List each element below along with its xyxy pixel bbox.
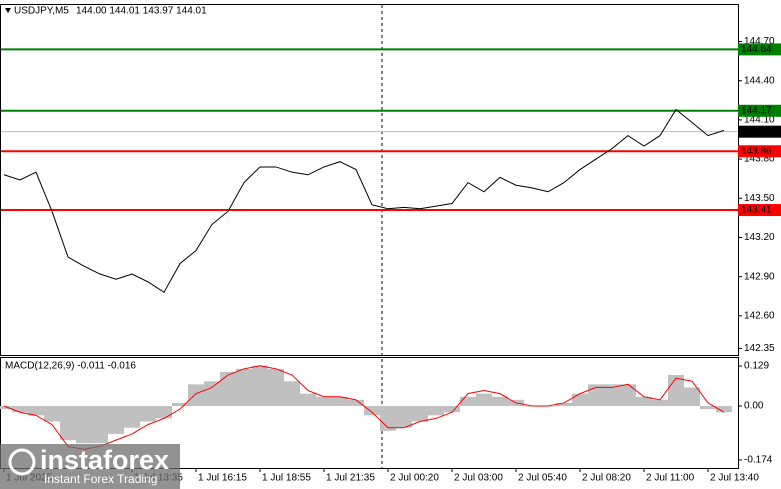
macd-bar — [316, 396, 332, 407]
y-tick-label: 144.10 — [744, 115, 775, 126]
macd-bar — [60, 406, 76, 441]
chart-title: USDJPY,M5 — [14, 6, 69, 17]
price-level-label-box — [738, 43, 781, 56]
macd-bar — [460, 396, 476, 407]
y-tick-label: 142.90 — [744, 271, 775, 282]
x-tick-label: 1 Jul 18:55 — [262, 473, 311, 484]
macd-bar — [44, 406, 60, 422]
macd-bar — [476, 393, 492, 407]
y-tick-label: 0.129 — [744, 361, 769, 372]
signal-line — [3, 365, 725, 450]
macd-bar — [156, 406, 172, 419]
main-panel-frame — [0, 4, 739, 356]
macd-bar — [572, 393, 588, 407]
macd-bar — [636, 396, 652, 407]
x-tick-label: 2 Jul 00:20 — [390, 473, 439, 484]
x-tick-label: 1 Jul 16:15 — [198, 473, 247, 484]
price-level-label: 143.41 — [741, 205, 772, 216]
watermark-brand: instaforex — [40, 445, 169, 475]
macd-title: MACD(12,26,9) -0.011 -0.016 — [5, 361, 136, 372]
watermark-tagline: Instant Forex Trading — [44, 472, 157, 486]
y-tick-label: 144.40 — [744, 75, 775, 86]
macd-bar — [140, 406, 156, 422]
macd-bar — [236, 368, 252, 407]
x-tick-label: 2 Jul 05:40 — [518, 473, 567, 484]
y-tick-label: 143.20 — [744, 232, 775, 243]
macd-bar — [588, 384, 604, 407]
price-level-label: 144.64 — [741, 44, 772, 55]
macd-bar — [444, 406, 460, 413]
macd-bar — [124, 406, 140, 428]
macd-bar — [620, 384, 636, 407]
watermark-icon — [8, 448, 36, 476]
macd-panel-frame — [0, 357, 739, 469]
x-tick-label: 2 Jul 11:00 — [646, 473, 695, 484]
macd-bar — [604, 384, 620, 407]
macd-bar — [204, 381, 220, 407]
x-tick-label: 2 Jul 08:20 — [582, 473, 631, 484]
macd-bar — [684, 387, 700, 407]
macd-bar — [76, 406, 92, 444]
price-level-label-box — [738, 125, 781, 138]
macd-bar — [652, 399, 668, 407]
x-tick-label: 1 Jul 21:35 — [326, 473, 375, 484]
macd-bar — [172, 402, 188, 407]
macd-bar — [412, 406, 428, 422]
macd-bar — [28, 406, 44, 416]
price-level-label-box — [738, 104, 781, 117]
macd-bar — [700, 406, 716, 410]
y-tick-label: 144.70 — [744, 36, 775, 47]
y-tick-label: 143.80 — [744, 154, 775, 165]
watermark: instaforex Instant Forex Trading — [0, 444, 180, 489]
macd-bar — [12, 406, 28, 413]
marks: 144.70 144.40 144.10 143.80 143.50 143.20 142.… — [0, 36, 781, 484]
macd-bar — [0, 406, 12, 410]
y-tick-label: 143.50 — [744, 193, 775, 204]
macd-bar — [716, 406, 732, 413]
price-level-label-box — [738, 145, 781, 158]
price-level-label-box — [738, 204, 781, 217]
x-tick-label: 2 Jul 13:40 — [710, 473, 759, 484]
x-tick-label: 2 Jul 03:00 — [454, 473, 503, 484]
macd-bar — [268, 368, 284, 407]
macd-bar — [252, 365, 268, 407]
symbol-icon — [5, 8, 11, 13]
price-line — [3, 108, 725, 294]
macd-bar — [92, 406, 108, 444]
price-level-label: 144.17 — [741, 105, 772, 116]
y-tick-label: 0.00 — [744, 401, 764, 412]
macd-bar — [556, 402, 572, 407]
macd-bar — [380, 406, 396, 431]
macd-bar — [220, 371, 236, 407]
price-level-label: 144.01 — [741, 126, 772, 137]
macd-bar — [396, 406, 412, 428]
macd-bar — [348, 399, 364, 407]
macd-bar — [284, 381, 300, 407]
y-tick-label: 142.60 — [744, 310, 775, 321]
macd-bar — [364, 406, 380, 416]
macd-bar — [108, 406, 124, 434]
macd-bar — [428, 406, 444, 416]
macd-bar — [492, 396, 508, 407]
price-level-label: 143.86 — [741, 146, 772, 157]
y-tick-label: 142.35 — [744, 343, 775, 354]
ohlc-values: 144.00 144.01 143.97 144.01 — [76, 6, 207, 17]
y-tick-label: -0.174 — [744, 455, 773, 466]
macd-bar — [188, 384, 204, 407]
macd-bar — [332, 396, 348, 407]
macd-bar — [300, 393, 316, 407]
